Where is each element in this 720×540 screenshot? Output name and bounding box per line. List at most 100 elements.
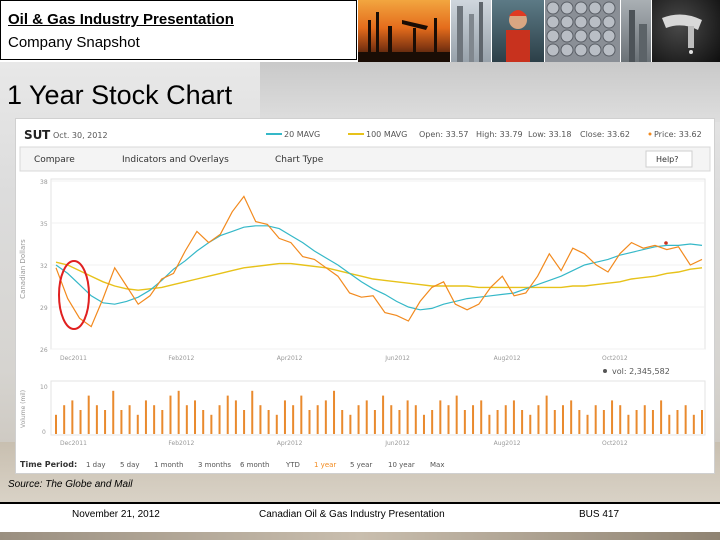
volume-bar xyxy=(185,405,188,434)
price-y-tick: 29 xyxy=(40,305,48,312)
volume-bar xyxy=(283,400,286,434)
volume-legend-dot xyxy=(603,369,607,373)
mavg100-line xyxy=(55,261,703,291)
volume-bar xyxy=(570,400,573,434)
volume-bar xyxy=(611,400,614,434)
volume-bar xyxy=(267,410,270,434)
volume-bar xyxy=(324,400,327,434)
price-y-tick: 35 xyxy=(40,221,48,228)
volume-bar xyxy=(643,405,646,434)
volume-bar xyxy=(210,414,213,434)
volume-bar xyxy=(341,410,344,434)
time-period-label: Time Period: xyxy=(20,460,77,469)
time-period-5-day[interactable]: 5 day xyxy=(120,461,140,469)
refinery-towers-photo xyxy=(451,0,491,62)
volume-bar xyxy=(463,410,466,434)
volume-tick-zero: 0 xyxy=(42,429,46,436)
volume-bar xyxy=(316,405,319,434)
footer-presentation-name: Canadian Oil & Gas Industry Presentation xyxy=(259,509,445,520)
time-period-3-months[interactable]: 3 months xyxy=(198,461,231,469)
price-legend-swatch xyxy=(648,132,652,136)
volume-bar xyxy=(504,405,507,434)
low-value: Low: 33.18 xyxy=(528,130,571,139)
volume-bar xyxy=(537,405,540,434)
help-button[interactable]: Help? xyxy=(656,155,678,164)
chart-source-note: Source: The Globe and Mail xyxy=(8,479,133,490)
indicators-overlays-button[interactable]: Indicators and Overlays xyxy=(122,155,229,165)
compare-button[interactable]: Compare xyxy=(34,155,75,165)
time-period-1-month[interactable]: 1 month xyxy=(154,461,183,469)
pipe-stack-photo xyxy=(545,0,620,62)
volume-bar xyxy=(431,410,434,434)
price-x-label: Feb2012 xyxy=(168,355,194,362)
volume-bar xyxy=(373,410,376,434)
volume-bar xyxy=(243,410,246,434)
volume-bar xyxy=(627,414,630,434)
open-value: Open: 33.57 xyxy=(419,130,469,139)
footer-photo-strip xyxy=(0,532,720,540)
time-period-10-year[interactable]: 10 year xyxy=(388,461,415,469)
close-value: Close: 33.62 xyxy=(580,130,630,139)
volume-bar xyxy=(144,400,147,434)
volume-bar xyxy=(95,405,98,434)
volume-bar xyxy=(104,410,107,434)
price-line xyxy=(55,195,703,328)
red-circle-annotation xyxy=(58,260,90,330)
chart-date: Oct. 30, 2012 xyxy=(53,131,108,140)
volume-bar xyxy=(234,400,237,434)
volume-bar xyxy=(447,405,450,434)
volume-bar xyxy=(63,405,66,434)
industrial-plant-photo xyxy=(621,0,651,62)
price-x-axis-labels: Dec2011 Feb2012 Apr2012 Jun2012 Aug2012 Oct20… xyxy=(60,355,628,362)
price-x-label: Aug2012 xyxy=(494,355,521,362)
header-title-box: Oil & Gas Industry Presentation Company … xyxy=(0,0,357,60)
presentation-title: Oil & Gas Industry Presentation xyxy=(8,11,234,28)
volume-bar xyxy=(194,400,197,434)
volume-bar xyxy=(292,405,295,434)
volume-tick-top: 10 xyxy=(40,384,48,391)
volume-bar xyxy=(594,405,597,434)
volume-bar xyxy=(439,400,442,434)
volume-bar xyxy=(136,414,139,434)
footer-divider xyxy=(0,502,720,504)
volume-bars xyxy=(55,390,703,434)
footer-course-code: BUS 417 xyxy=(579,509,620,520)
price-gridlines xyxy=(51,180,705,350)
time-period-5-year[interactable]: 5 year xyxy=(350,461,372,469)
volume-plot-area xyxy=(50,380,706,436)
time-period-1-day[interactable]: 1 day xyxy=(86,461,106,469)
time-period-max[interactable]: Max xyxy=(430,461,444,469)
time-period-6-month[interactable]: 6 month xyxy=(240,461,269,469)
volume-bar xyxy=(259,405,262,434)
footer-date: November 21, 2012 xyxy=(72,509,160,520)
volume-bar xyxy=(218,405,221,434)
volume-bar xyxy=(692,414,695,434)
fuel-nozzle-photo xyxy=(652,0,720,62)
price-value: Price: 33.62 xyxy=(654,130,702,139)
time-period-1-year[interactable]: 1 year xyxy=(314,461,336,469)
oil-worker-photo xyxy=(492,0,544,62)
time-period-ytd[interactable]: YTD xyxy=(285,461,300,469)
help-button-bg[interactable] xyxy=(645,150,693,168)
slide-title: 1 Year Stock Chart xyxy=(7,80,233,110)
volume-x-label: Jun2012 xyxy=(384,440,410,447)
volume-x-label: Feb2012 xyxy=(168,440,194,447)
stock-chart-panel: SU T Oct. 30, 2012 20 MAVG 100 MAVG Open… xyxy=(15,118,715,474)
volume-bar xyxy=(71,400,74,434)
volume-bar xyxy=(619,405,622,434)
chart-toolbar xyxy=(19,146,711,172)
volume-bar xyxy=(578,410,581,434)
chart-type-button[interactable]: Chart Type xyxy=(275,155,324,165)
volume-bar xyxy=(300,395,303,434)
volume-bar xyxy=(586,414,589,434)
volume-bar xyxy=(251,390,254,434)
volume-bar xyxy=(177,390,180,434)
volume-bar xyxy=(202,410,205,434)
high-value: High: 33.79 xyxy=(476,130,523,139)
volume-bar xyxy=(668,414,671,434)
mavg100-legend-label: 100 MAVG xyxy=(366,130,407,139)
volume-bar xyxy=(275,414,278,434)
price-marker-dot xyxy=(664,241,668,245)
volume-x-label: Apr2012 xyxy=(277,440,303,447)
volume-bar xyxy=(472,405,475,434)
